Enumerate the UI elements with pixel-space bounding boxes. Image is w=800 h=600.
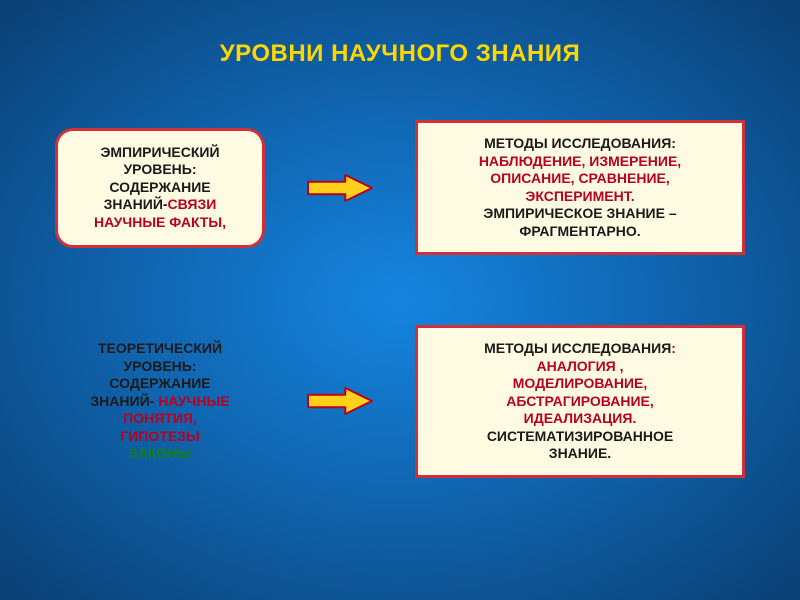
text-segment: ГИПОТЕЗЫ [120, 428, 199, 444]
page-title: УРОВНИ НАУЧНОГО ЗНАНИЯ [0, 40, 800, 68]
text-segment: СОДЕРЖАНИЕ [109, 179, 210, 195]
text-segment: ТЕОРЕТИЧЕСКИЙ [98, 340, 222, 356]
text-segment: ПОНЯТИЯ, [123, 410, 197, 426]
text-segment: ФРАГМЕНТАРНО. [519, 223, 640, 239]
diagram-rows: ЭМПИРИЧЕСКИЙУРОВЕНЬ:СОДЕРЖАНИЕЗНАНИЙ-СВЯ… [0, 120, 800, 548]
text-segment: : [671, 340, 676, 356]
text-segment: НАУЧНЫЕ ФАКТЫ, [94, 214, 226, 230]
right-arrow-icon [307, 174, 373, 202]
arrow-empirical [307, 174, 373, 202]
text-segment: ЗАКОНЫ [129, 445, 191, 461]
text-segment: СВЯЗИ [168, 196, 217, 212]
text-segment: ИДЕАЛИЗАЦИЯ. [524, 410, 637, 426]
text-segment: АНАЛОГИЯ , [536, 358, 623, 374]
box-empirical-methods: МЕТОДЫ ИССЛЕДОВАНИЯ: НАБЛЮДЕНИЕ, ИЗМЕРЕНИ… [415, 120, 745, 255]
text-segment: НАБЛЮДЕНИЕ, ИЗМЕРЕНИЕ, [479, 153, 681, 169]
text-segment: ЭМПИРИЧЕСКОЕ ЗНАНИЕ – [483, 205, 676, 221]
text-segment: СИСТЕМАТИЗИРОВАННОЕ [487, 428, 673, 444]
text-segment: МЕТОДЫ ИССЛЕДОВАНИЯ: [484, 135, 676, 151]
text-segment: АБСТРАГИРОВАНИЕ, [506, 393, 654, 409]
text-segment: СОДЕРЖАНИЕ [109, 375, 210, 391]
row-theoretical: ТЕОРЕТИЧЕСКИЙ УРОВЕНЬ:СОДЕРЖАНИЕ ЗНАНИЙ- Н… [55, 325, 745, 478]
text-segment: НАУЧНЫЕ [158, 393, 229, 409]
text-segment: ЭКСПЕРИМЕНТ. [525, 188, 634, 204]
arrow-theoretical [307, 387, 373, 415]
text-segment: МЕТОДЫ ИССЛЕДОВАНИЯ [484, 340, 671, 356]
row-empirical: ЭМПИРИЧЕСКИЙУРОВЕНЬ: СОДЕРЖАНИЕЗНАНИЙ-СВЯ… [55, 120, 745, 255]
right-arrow-icon [307, 387, 373, 415]
text-segment: ЗНАНИЙ- [104, 196, 168, 212]
box-empirical-level: ЭМПИРИЧЕСКИЙУРОВЕНЬ: СОДЕРЖАНИЕЗНАНИЙ-СВЯ… [55, 128, 265, 248]
text-segment: УРОВЕНЬ: [123, 161, 196, 177]
text-segment: ЗНАНИЕ. [549, 445, 611, 461]
text-segment: ЭМПИРИЧЕСКИЙ [100, 144, 219, 160]
text-segment: УРОВЕНЬ: [123, 358, 196, 374]
text-segment: МОДЕЛИРОВАНИЕ, [513, 375, 648, 391]
box-theoretical-methods: МЕТОДЫ ИССЛЕДОВАНИЯ: АНАЛОГИЯ ,МОДЕЛИРОВА… [415, 325, 745, 478]
box-theoretical-level: ТЕОРЕТИЧЕСКИЙ УРОВЕНЬ:СОДЕРЖАНИЕ ЗНАНИЙ- Н… [55, 328, 265, 475]
text-segment: ОПИСАНИЕ, СРАВНЕНИЕ, [490, 170, 669, 186]
text-segment: ЗНАНИЙ- [90, 393, 158, 409]
